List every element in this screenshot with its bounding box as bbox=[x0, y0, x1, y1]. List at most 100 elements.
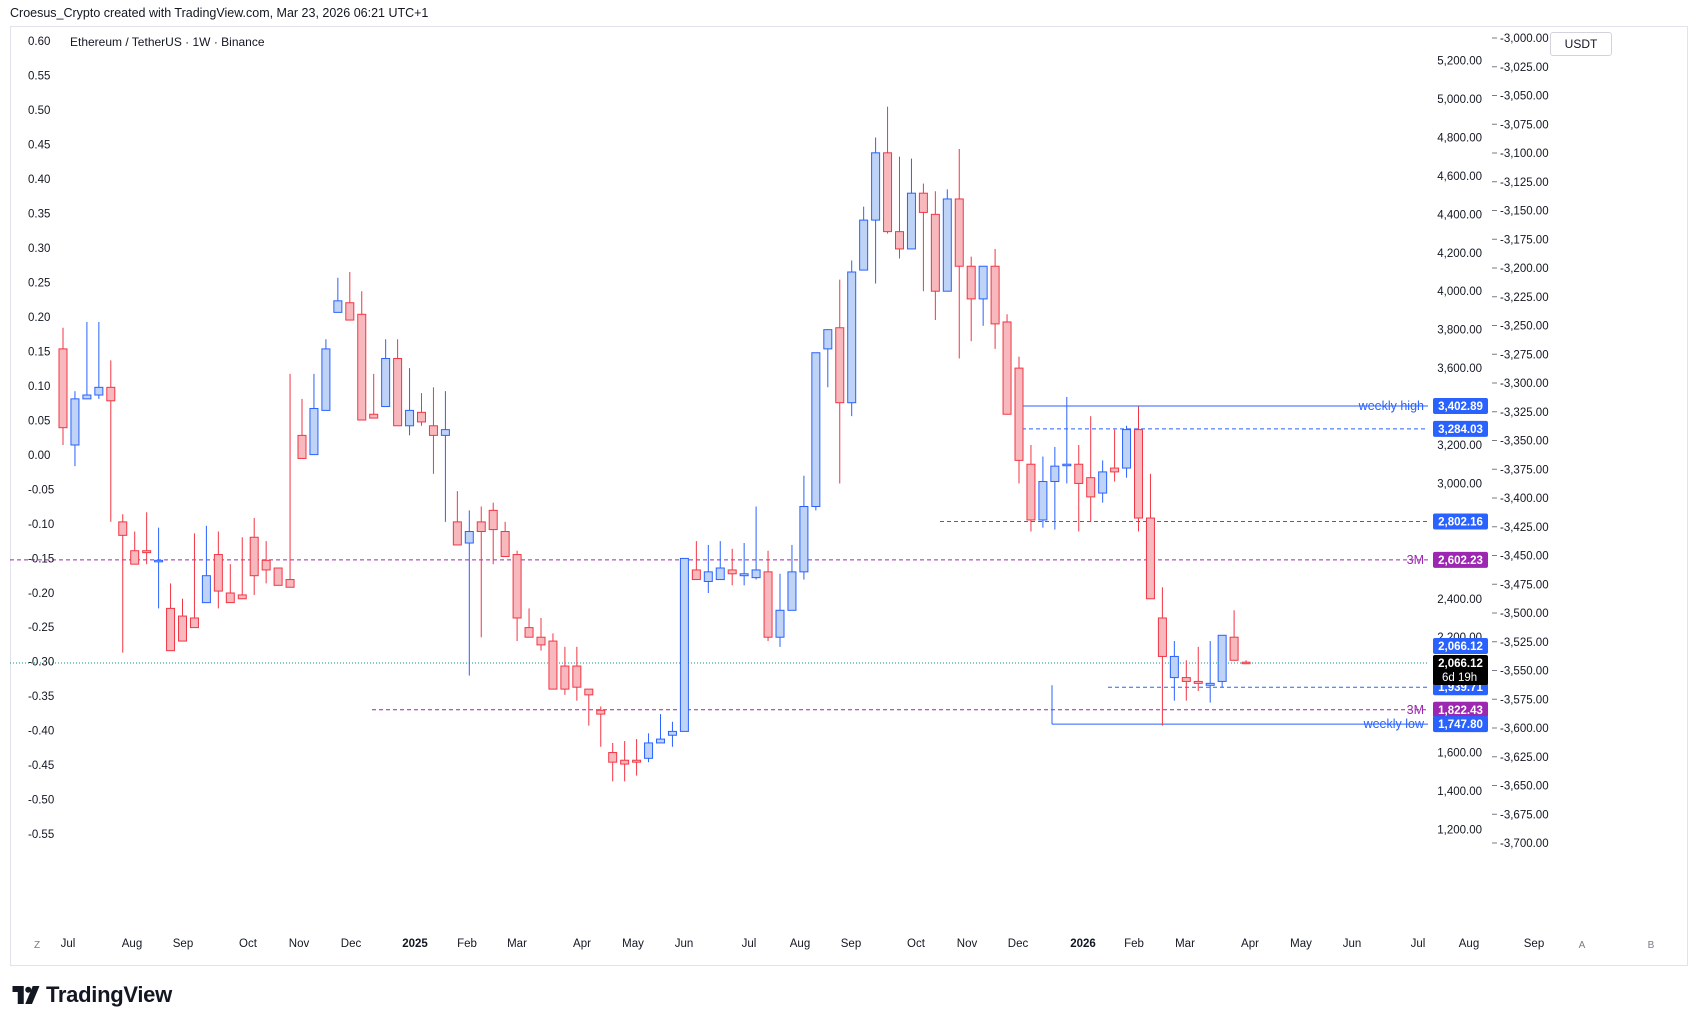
candle-body bbox=[464, 530, 474, 544]
candle-body bbox=[225, 592, 235, 604]
axis-button-left[interactable]: Z bbox=[34, 940, 40, 951]
candle bbox=[942, 189, 952, 292]
left-tick-label: 0.35 bbox=[28, 208, 50, 220]
candle-body bbox=[799, 506, 809, 573]
price-tick-label: 1,200.00 bbox=[1437, 824, 1482, 836]
candle-body bbox=[1086, 477, 1096, 498]
far-tick-label: -3,150.00 bbox=[1500, 206, 1549, 218]
candle bbox=[548, 633, 558, 690]
candle bbox=[835, 279, 845, 484]
chart-frame bbox=[10, 26, 1688, 966]
candle bbox=[691, 541, 701, 581]
price-tick-label: 4,800.00 bbox=[1437, 132, 1482, 144]
candle bbox=[667, 721, 677, 747]
candle bbox=[1062, 396, 1072, 484]
candle bbox=[1241, 660, 1251, 665]
candle bbox=[118, 514, 128, 653]
candle-body bbox=[1038, 481, 1048, 521]
candle bbox=[201, 525, 211, 604]
candle bbox=[883, 106, 893, 234]
candle bbox=[440, 391, 450, 522]
time-tick-label: Aug bbox=[122, 938, 142, 950]
left-tick-label: -0.50 bbox=[28, 795, 54, 807]
candle bbox=[428, 387, 438, 474]
candle-body bbox=[369, 413, 379, 419]
candle bbox=[58, 327, 68, 445]
candle-body bbox=[656, 738, 665, 744]
far-tick-label: -3,100.00 bbox=[1500, 148, 1549, 160]
time-tick-label: Apr bbox=[1241, 938, 1259, 950]
candle bbox=[895, 156, 904, 259]
candle bbox=[990, 248, 1000, 349]
symbol-title[interactable]: Ethereum / TetherUS · 1W · Binance bbox=[70, 35, 265, 49]
candle bbox=[237, 537, 247, 600]
level-label: 3M bbox=[1407, 553, 1424, 567]
candle bbox=[1205, 641, 1215, 703]
far-tick-label: -3,600.00 bbox=[1500, 723, 1549, 735]
candle bbox=[679, 557, 689, 732]
candle-body bbox=[787, 571, 797, 611]
axis-button-auto[interactable]: A bbox=[1579, 940, 1586, 951]
left-axis: 0.60 0.55 0.50 0.45 0.40 0.35 0.30 0.25 0.20 0.15… bbox=[28, 36, 54, 841]
candle-body bbox=[1229, 636, 1239, 661]
candle-body bbox=[1157, 617, 1167, 657]
candle bbox=[464, 510, 474, 676]
candle bbox=[751, 506, 761, 580]
axis-button-right[interactable]: B bbox=[1648, 940, 1655, 951]
candle-body bbox=[835, 327, 845, 404]
candle bbox=[154, 527, 164, 609]
chart-canvas[interactable]: 0.60 0.55 0.50 0.45 0.40 0.35 0.30 0.25 0.20 0.15… bbox=[0, 0, 1695, 975]
candle-body bbox=[966, 265, 976, 300]
time-tick-label: 2026 bbox=[1070, 938, 1096, 950]
candle-body bbox=[321, 348, 331, 411]
currency-selector[interactable]: USDT bbox=[1550, 32, 1612, 56]
candle bbox=[1169, 641, 1179, 701]
candle-body bbox=[70, 398, 80, 446]
price-tag bbox=[1433, 420, 1488, 437]
tradingview-logo[interactable]: TradingView bbox=[12, 982, 172, 1008]
candle bbox=[285, 373, 295, 588]
candle bbox=[1098, 460, 1108, 503]
candle bbox=[213, 531, 223, 609]
candle bbox=[1002, 314, 1012, 415]
left-tick-label: -0.35 bbox=[28, 691, 54, 703]
candle bbox=[70, 391, 80, 467]
candle-body bbox=[345, 302, 355, 321]
candle-body bbox=[1145, 517, 1155, 600]
countdown-text: 6d 19h bbox=[1442, 672, 1477, 684]
far-tick-label: -3,075.00 bbox=[1500, 119, 1549, 131]
candle-body bbox=[201, 575, 211, 604]
far-tick-label: -3,325.00 bbox=[1500, 407, 1549, 419]
level-label: 3M bbox=[1407, 703, 1424, 717]
candle bbox=[536, 617, 546, 651]
candle bbox=[608, 742, 618, 782]
far-tick-label: -3,500.00 bbox=[1500, 608, 1549, 620]
far-tick-label: -3,300.00 bbox=[1500, 378, 1549, 390]
candle-body bbox=[106, 386, 116, 402]
left-tick-label: 0.10 bbox=[28, 381, 50, 393]
candle-body bbox=[1074, 463, 1084, 484]
left-tick-label: 0.25 bbox=[28, 277, 50, 289]
candle bbox=[859, 206, 869, 271]
price-tag bbox=[1433, 551, 1488, 568]
candle-body bbox=[847, 271, 857, 404]
price-tick-label: 1,400.00 bbox=[1437, 786, 1482, 798]
candle bbox=[130, 531, 140, 565]
candle-body bbox=[859, 219, 869, 271]
candle-body bbox=[381, 357, 391, 408]
candle bbox=[763, 550, 773, 642]
left-tick-label: -0.25 bbox=[28, 622, 54, 634]
candle-body bbox=[1205, 682, 1215, 686]
candle-body bbox=[1014, 367, 1024, 461]
candle-body bbox=[1134, 429, 1143, 519]
candle-body bbox=[142, 550, 152, 554]
candle bbox=[1014, 356, 1024, 484]
time-tick-label: Nov bbox=[957, 938, 978, 950]
candle-body bbox=[895, 231, 904, 250]
candle bbox=[775, 573, 785, 647]
current-price-tag bbox=[1433, 654, 1488, 685]
left-tick-label: -0.10 bbox=[28, 519, 54, 531]
candle bbox=[1229, 610, 1239, 661]
left-tick-label: 0.05 bbox=[28, 415, 50, 427]
time-tick-label: Oct bbox=[907, 938, 926, 950]
